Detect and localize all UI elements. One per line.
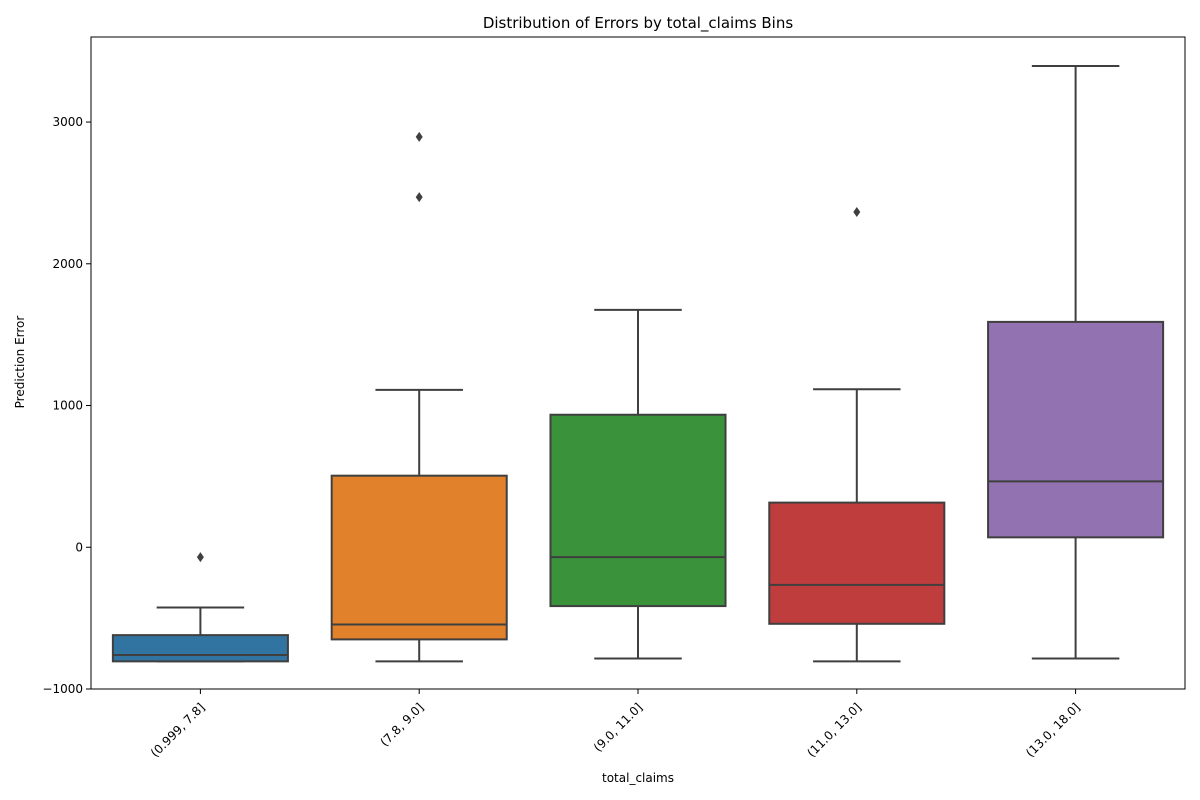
iqr-box (111, 634, 289, 663)
iqr-box (330, 474, 508, 641)
box-group (987, 65, 1165, 660)
x-tick-label: (7.8, 9.0] (378, 700, 427, 749)
outlier-point (415, 131, 423, 142)
outlier-point (415, 192, 423, 203)
x-tick-label: (13.0, 18.0] (1023, 700, 1083, 760)
iqr-box (987, 320, 1165, 539)
box-group (549, 308, 727, 660)
y-tick-label: 1000 (52, 399, 83, 413)
y-tick-label: 2000 (52, 257, 83, 271)
iqr-box (768, 501, 946, 625)
plot-frame (90, 36, 1186, 690)
x-axis: (0.999, 7.8] (7.8, 9.0] (9.0, 11.0] (11.0, … (148, 689, 1083, 760)
outlier-point (853, 207, 861, 218)
y-tick-label: 0 (75, 540, 83, 554)
y-tick-label: 3000 (52, 115, 83, 129)
x-tick-label: (9.0, 11.0] (591, 700, 645, 754)
y-axis: −1000 0 1000 2000 3000 (42, 115, 91, 696)
x-tick-label: (11.0, 13.0] (804, 700, 864, 760)
x-tick-label: (0.999, 7.8] (148, 700, 208, 760)
iqr-box (549, 413, 727, 608)
y-tick-label: −1000 (42, 682, 83, 696)
box-group (330, 131, 508, 663)
y-axis-label: Prediction Error (13, 316, 27, 409)
outlier-point (196, 552, 204, 563)
chart-title: Distribution of Errors by total_claims B… (483, 14, 794, 33)
x-axis-label: total_claims (602, 771, 674, 785)
box-group (768, 207, 946, 663)
box-group (111, 552, 289, 663)
plot-area (111, 65, 1165, 663)
